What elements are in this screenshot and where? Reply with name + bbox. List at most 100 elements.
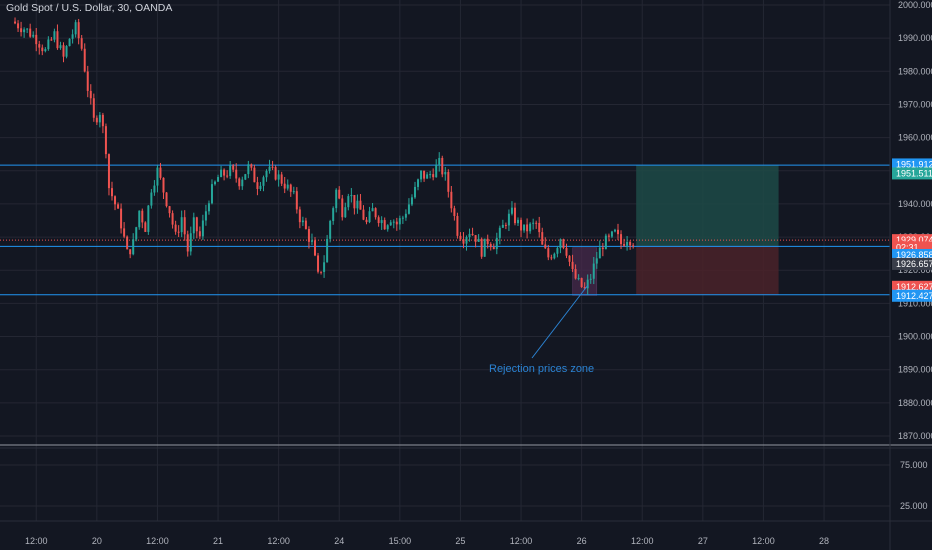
candle-body (117, 204, 120, 209)
candle-body (601, 247, 604, 250)
candle-body (329, 220, 332, 239)
candle-body (144, 222, 147, 232)
horizontal-levels[interactable] (0, 164, 890, 296)
candle-body (498, 227, 501, 238)
candle-body (198, 231, 201, 237)
candle-body (553, 253, 556, 259)
candle-body (189, 233, 192, 252)
candle-body (174, 224, 177, 232)
candle-body (35, 34, 38, 45)
price-tag-label: 1926.858 (896, 250, 932, 260)
candle-body (77, 22, 80, 39)
price-tag-label: 1926.657 (896, 259, 932, 269)
candles (14, 17, 635, 295)
candle-body (541, 232, 544, 245)
candle-body (595, 258, 598, 264)
annotation-arrow (531, 284, 589, 359)
candle-body (504, 224, 507, 226)
candle-body (517, 219, 520, 224)
time-tick-label: 12:00 (25, 536, 48, 546)
candle-body (114, 196, 117, 205)
candle-body (492, 247, 495, 250)
candle-body (365, 219, 368, 223)
candle-body (168, 206, 171, 214)
candle-body (529, 223, 532, 232)
candle-body (338, 189, 341, 199)
candle-body (489, 244, 492, 248)
candle-body (74, 22, 77, 35)
candle-body (459, 235, 462, 240)
candle-body (298, 209, 301, 223)
candle-body (335, 189, 338, 209)
candle-body (223, 169, 226, 176)
candle-body (317, 255, 320, 272)
candle-body (586, 279, 589, 289)
candle-body (604, 235, 607, 250)
candle-body (532, 222, 535, 224)
candle-body (613, 229, 616, 232)
candle-body (89, 90, 92, 99)
candle-body (368, 211, 371, 223)
candle-body (217, 177, 220, 182)
candle-body (347, 196, 350, 208)
candle-body (568, 255, 571, 262)
candle-body (617, 229, 619, 235)
candle-body (626, 241, 629, 246)
candle-body (101, 114, 104, 127)
candle-body (420, 170, 423, 180)
candle-body (583, 287, 586, 289)
time-tick-label: 12:00 (146, 536, 169, 546)
candle-body (83, 48, 86, 72)
price-tag-bg (892, 248, 932, 261)
candle-body (110, 188, 113, 197)
candle-body (501, 224, 504, 228)
candle-body (107, 154, 110, 189)
candle-body (453, 208, 456, 216)
price-tag-label: 1912.627 (896, 282, 932, 292)
candle-body (332, 208, 335, 221)
candle-body (59, 45, 62, 49)
candle-body (26, 28, 29, 30)
candle-body (371, 208, 374, 212)
candle-body (556, 248, 559, 254)
price-tick-label: 1970.000 (898, 99, 932, 109)
candle-body (362, 209, 365, 220)
candle-body (207, 203, 210, 212)
candle-body (71, 34, 74, 39)
candle-body (404, 213, 407, 218)
candle-body (447, 172, 450, 192)
candle-body (423, 170, 426, 179)
candle-body (438, 157, 441, 165)
price-tick-label: 1990.000 (898, 33, 932, 43)
candle-body (301, 220, 304, 223)
candle-body (274, 167, 277, 180)
candle-body (56, 31, 59, 49)
candle-body (280, 174, 283, 184)
price-tick-label: 1890.000 (898, 365, 932, 375)
price-tag-label: 1929.074 (896, 235, 932, 245)
candle-body (38, 44, 41, 48)
price-tick-label: 1960.000 (898, 133, 932, 143)
candle-body (98, 114, 101, 123)
candle-body (132, 239, 135, 255)
annotation-arrow-line (531, 284, 589, 359)
candle-body (283, 183, 286, 189)
candle-body (353, 195, 356, 209)
candle-body (183, 217, 186, 235)
candle-body (395, 221, 398, 225)
candle-body (310, 240, 313, 242)
candle-body (510, 207, 513, 214)
candle-body (544, 244, 547, 249)
price-tag-label: 02:31 (896, 242, 919, 252)
candle-body (562, 239, 565, 248)
candle-body (398, 218, 401, 225)
price-tick-label: 1900.000 (898, 332, 932, 342)
candle-body (14, 21, 17, 24)
candle-body (483, 238, 486, 257)
rejection-zone-label: Rejection prices zone (489, 363, 595, 375)
candle-body (471, 233, 474, 236)
candle-body (444, 172, 447, 175)
candle-body (450, 191, 453, 209)
candle-body (350, 195, 353, 197)
